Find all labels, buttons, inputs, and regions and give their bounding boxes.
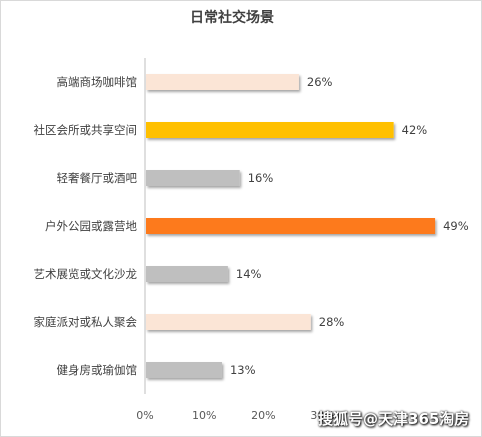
bar [146,74,299,90]
data-label: 49% [443,219,469,233]
category-label: 户外公园或露营地 [45,219,137,233]
chart-title: 日常社交场景 [190,9,274,26]
data-label: 26% [307,75,333,89]
x-tick-label: 10% [192,409,216,422]
category-label: 高端商场咖啡馆 [57,75,138,89]
bar [146,266,228,282]
data-label: 28% [319,315,345,329]
bar [146,170,240,186]
category-label: 健身房或瑜伽馆 [57,363,138,377]
bar [146,218,436,234]
category-label: 家庭派对或私人聚会 [34,315,138,329]
data-label: 42% [402,123,428,137]
data-label: 16% [248,171,274,185]
x-tick-label: 30% [310,409,334,422]
x-tick-label: 20% [251,409,275,422]
data-label: 14% [236,267,262,281]
category-label: 艺术展览或文化沙龙 [34,267,138,281]
bar [146,122,394,138]
watermark-text: 搜狐号@天津365淘房 [318,410,470,428]
category-label: 轻奢餐厅或酒吧 [57,171,138,185]
bar [146,362,222,378]
category-label: 社区会所或共享空间 [34,123,138,137]
bar [146,314,311,330]
data-label: 13% [230,363,256,377]
x-tick-label: 0% [136,409,153,422]
